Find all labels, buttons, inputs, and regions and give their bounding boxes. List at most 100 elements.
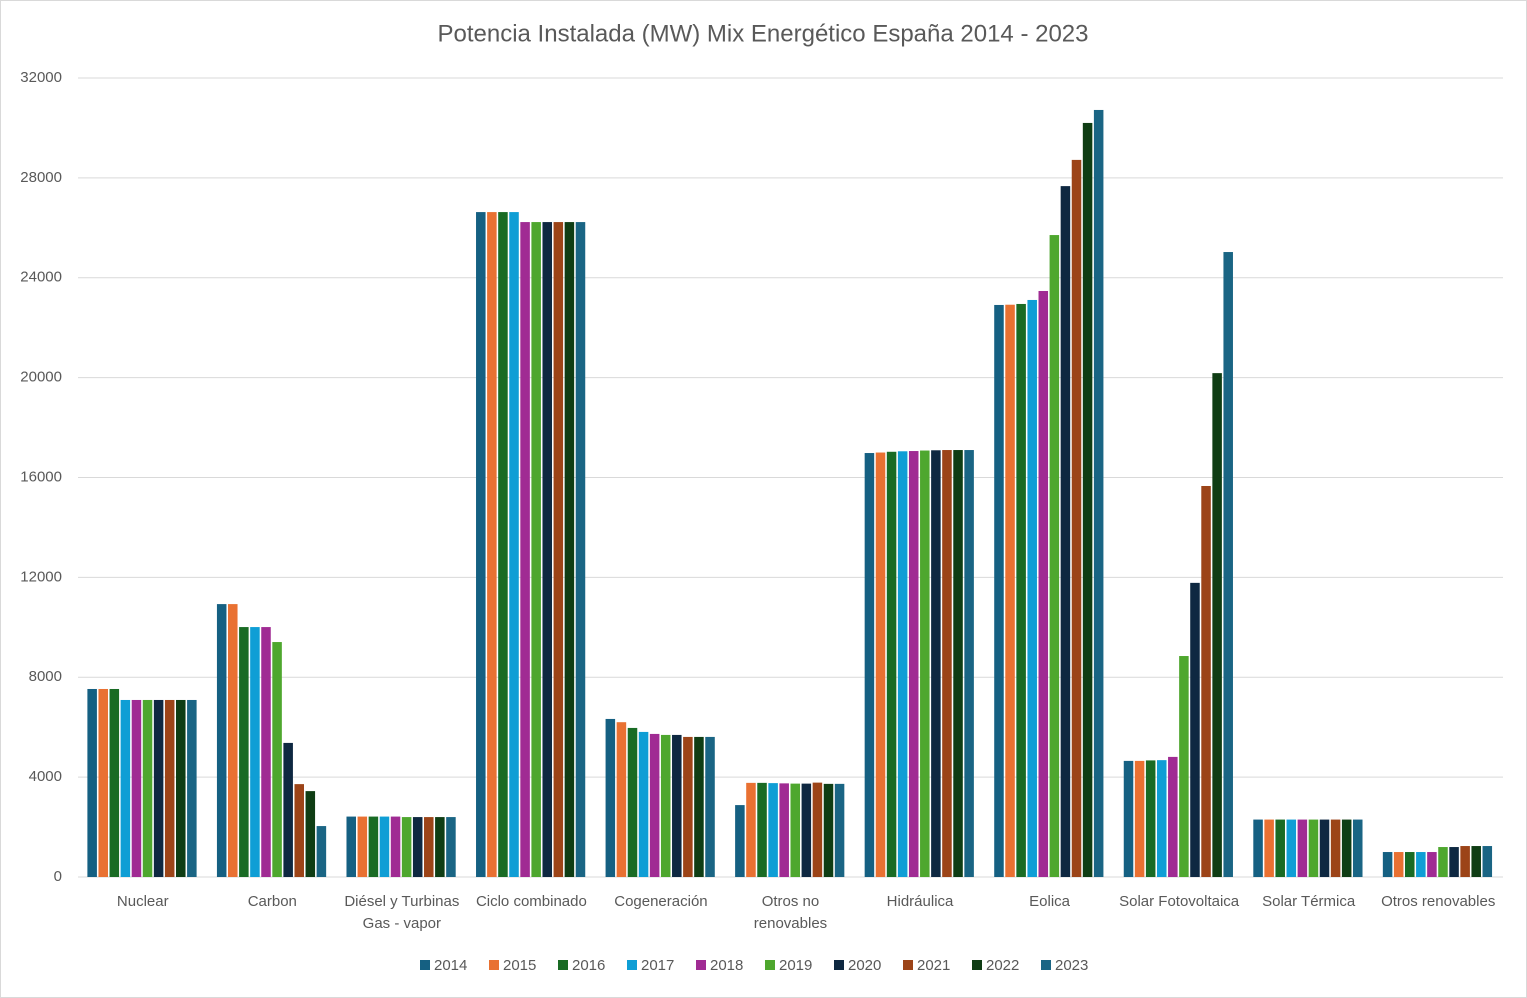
bar	[1038, 290, 1049, 878]
bar	[683, 736, 693, 877]
bar	[531, 222, 541, 877]
legend-label: 2015	[503, 957, 536, 974]
bar	[757, 782, 767, 877]
x-tick-label: Diésel y Turbinas Gas - vapor	[344, 893, 460, 932]
bar	[746, 782, 756, 877]
bar	[346, 816, 357, 877]
bar	[316, 826, 327, 877]
x-tick-label: Solar Fotovoltaica	[1119, 893, 1240, 910]
bar	[1449, 847, 1459, 877]
bar	[812, 782, 823, 877]
bar	[875, 452, 886, 877]
bar	[412, 817, 423, 877]
bar	[834, 783, 845, 877]
bar	[1275, 819, 1285, 877]
bar	[228, 604, 238, 877]
bar	[109, 688, 120, 877]
bar	[1393, 852, 1404, 877]
chart-title: Potencia Instalada (MW) Mix Energético E…	[437, 20, 1088, 47]
y-tick-label: 12000	[20, 568, 62, 585]
x-tick-label: Nuclear	[116, 893, 169, 910]
bar	[357, 816, 368, 877]
legend-label: 2014	[434, 957, 467, 974]
bar	[638, 731, 649, 877]
bar	[897, 451, 908, 877]
bar	[153, 699, 164, 877]
bar	[272, 642, 282, 877]
bar	[942, 450, 952, 877]
legend-swatch	[1041, 960, 1051, 970]
y-tick-label: 16000	[20, 468, 62, 485]
bar	[390, 816, 401, 877]
bar	[1190, 582, 1200, 877]
legend-swatch	[834, 960, 844, 970]
legend-swatch	[558, 960, 568, 970]
bar	[435, 817, 445, 877]
x-tick-label: Carbon	[247, 893, 297, 910]
bar	[605, 718, 616, 877]
bar	[672, 734, 682, 877]
bar	[920, 450, 930, 877]
bar	[142, 699, 153, 877]
x-tick-label: Otros no renovables	[753, 893, 828, 932]
bar	[553, 222, 564, 877]
bar	[1308, 819, 1319, 877]
bar	[1123, 760, 1134, 877]
bar	[1145, 760, 1156, 877]
legend-swatch	[972, 960, 982, 970]
bar	[1427, 852, 1437, 877]
bar	[1060, 186, 1071, 877]
y-tick-label: 20000	[20, 369, 62, 386]
legend-swatch	[420, 960, 430, 970]
bar	[1319, 819, 1330, 877]
legend-label: 2022	[986, 957, 1019, 974]
bar	[164, 699, 175, 877]
bar	[994, 304, 1004, 877]
bar	[305, 791, 316, 877]
bar	[1416, 852, 1426, 877]
bar	[649, 733, 660, 877]
bar	[1286, 819, 1297, 877]
y-tick-label: 4000	[29, 768, 62, 785]
y-tick-label: 32000	[20, 69, 62, 86]
x-tick-label: Ciclo combinado	[475, 893, 587, 910]
bar	[87, 688, 97, 877]
bar	[283, 742, 293, 877]
legend-swatch	[765, 960, 775, 970]
bar	[1005, 304, 1015, 877]
bar	[1179, 656, 1189, 877]
bar	[1156, 760, 1167, 877]
bar	[1016, 303, 1026, 878]
bar	[216, 604, 227, 877]
bar	[953, 450, 963, 877]
bar	[120, 699, 131, 877]
bar	[176, 699, 186, 877]
y-tick-label: 0	[54, 868, 62, 885]
bar	[187, 699, 197, 877]
bar	[616, 722, 627, 877]
bar	[98, 688, 108, 877]
bar	[801, 783, 812, 877]
bar	[379, 816, 390, 877]
legend-label: 2023	[1055, 957, 1088, 974]
legend-swatch	[696, 960, 706, 970]
bar	[401, 817, 412, 877]
x-tick-label: Eolica	[1029, 893, 1070, 910]
x-tick-label: Otros renovables	[1381, 893, 1496, 910]
bar	[886, 451, 897, 877]
legend-label: 2019	[779, 957, 812, 974]
bar	[790, 783, 801, 877]
bar	[476, 212, 486, 878]
bar	[1264, 819, 1274, 877]
bar	[768, 783, 778, 877]
legend-swatch	[903, 960, 913, 970]
bar	[1382, 852, 1393, 877]
bar	[823, 783, 834, 877]
bar	[239, 627, 249, 877]
legend-swatch	[627, 960, 637, 970]
bar	[1438, 847, 1448, 877]
y-tick-label: 24000	[20, 269, 62, 286]
bar	[261, 627, 271, 877]
